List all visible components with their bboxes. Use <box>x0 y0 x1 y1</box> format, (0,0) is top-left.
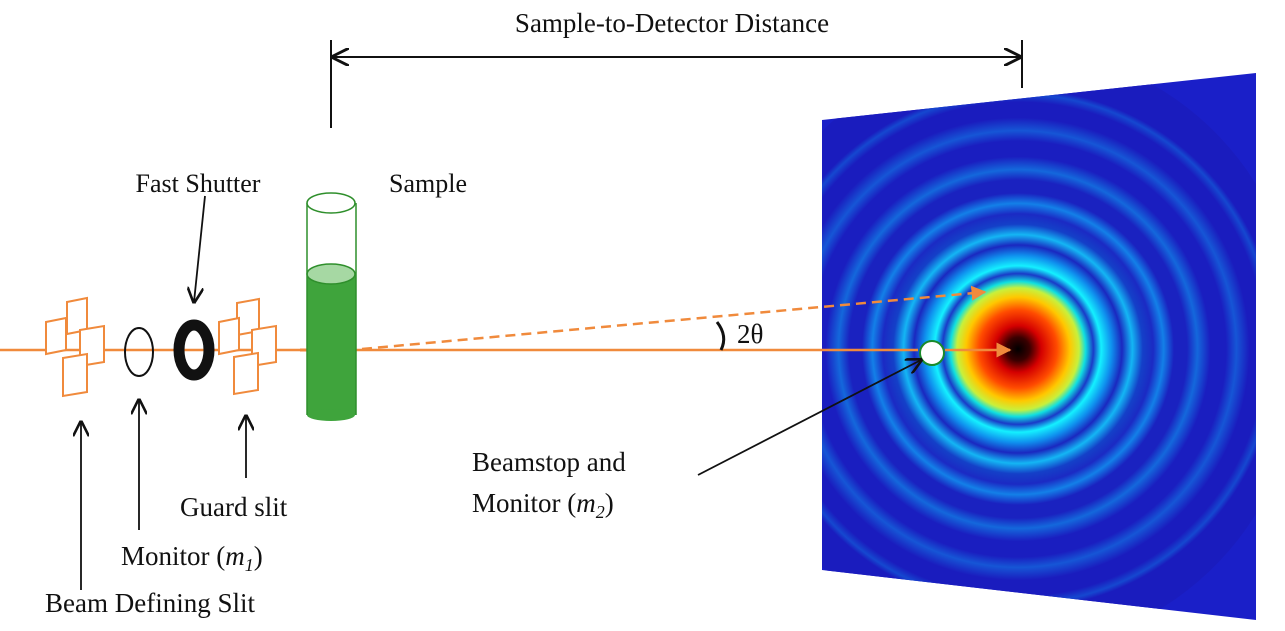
fast-shutter-pointer <box>194 195 206 302</box>
monitor-m1-label: Monitor (m1) <box>121 541 263 575</box>
scattered-beam-line <box>361 285 987 351</box>
beam-defining-slit-label: Beam Defining Slit <box>45 588 255 618</box>
beamstop-pointer <box>697 360 921 476</box>
guard-slit-label: Guard slit <box>180 492 288 522</box>
fast-shutter-label: Fast Shutter <box>136 169 261 198</box>
beamstop-label-line1: Beamstop and <box>472 447 626 477</box>
distance-label: Sample-to-Detector Distance <box>515 8 829 38</box>
angle-label: 2θ <box>737 319 763 349</box>
monitor-m1-ring <box>124 327 154 377</box>
sample-cuvette <box>306 192 357 421</box>
fast-shutter-ring <box>173 319 215 381</box>
detector-panel <box>822 73 1256 620</box>
sample-label: Sample <box>389 169 467 198</box>
scattering-rings <box>822 73 1256 620</box>
scattering-angle-arc <box>715 321 726 351</box>
beamstop-label-line2: Monitor (m2) <box>472 488 614 522</box>
pointer-arrows <box>81 195 921 590</box>
beamstop-monitor-m2 <box>919 340 945 366</box>
guard-slit <box>218 297 277 396</box>
beam-defining-slit <box>45 296 105 398</box>
distance-dimension <box>330 40 1023 128</box>
